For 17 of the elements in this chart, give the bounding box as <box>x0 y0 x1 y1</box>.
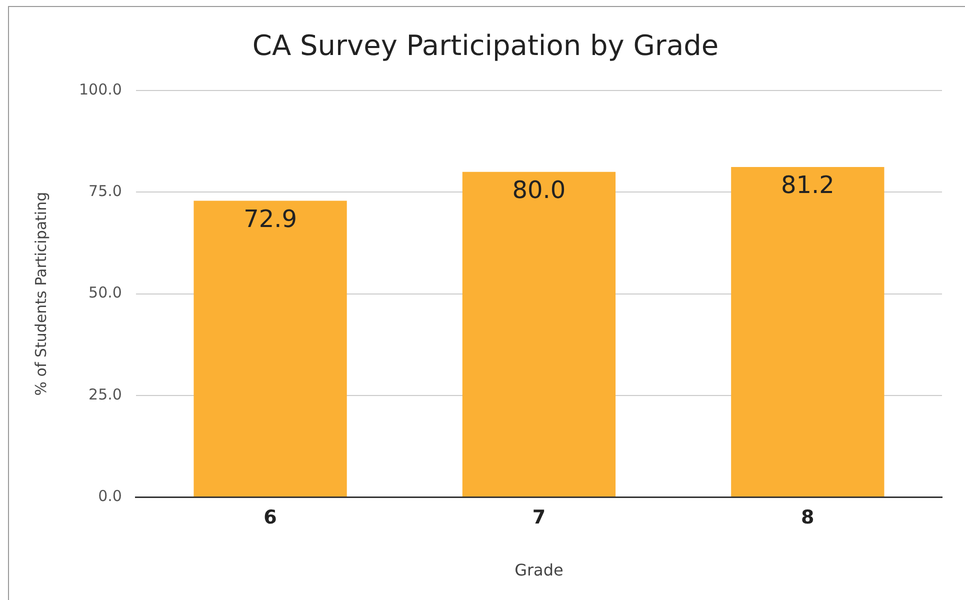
y-tick-label: 100.0 <box>78 80 122 98</box>
x-tick-label: 6 <box>264 506 277 528</box>
y-tick-label: 0.0 <box>98 486 122 505</box>
chart-title: CA Survey Participation by Grade <box>252 29 719 62</box>
data-label: 80.0 <box>512 176 566 204</box>
bar <box>194 200 347 496</box>
y-tick-label: 75.0 <box>88 182 122 200</box>
y-tick-label: 25.0 <box>88 385 122 404</box>
y-tick-label: 50.0 <box>88 284 122 302</box>
bar <box>731 167 884 496</box>
data-label: 72.9 <box>244 204 298 233</box>
x-axis-title: Grade <box>514 560 564 580</box>
y-axis-title: % of Students Participating <box>32 192 50 396</box>
x-tick-label: 8 <box>801 506 814 528</box>
data-label: 81.2 <box>780 171 834 200</box>
bar <box>462 172 616 496</box>
x-tick-label: 7 <box>532 506 546 528</box>
